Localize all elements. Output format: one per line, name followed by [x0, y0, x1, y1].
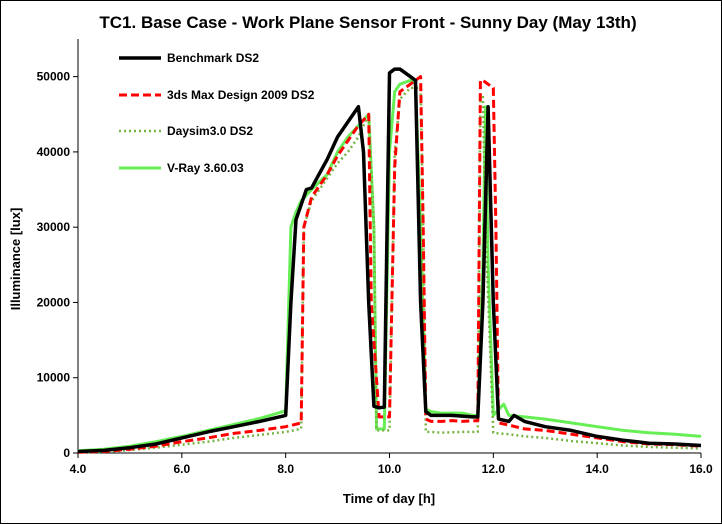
y-tick-label: 50000: [37, 70, 71, 84]
series-line-v-ray-3-60-03: [77, 78, 702, 453]
x-tick-label: 4.0: [70, 462, 87, 476]
x-tick-label: 12.0: [482, 462, 506, 476]
series-line-3ds-max-design-2009-ds2: [77, 75, 702, 454]
y-tick-label: 20000: [37, 295, 71, 309]
x-tick-label: 16.0: [689, 462, 713, 476]
x-tick-label: 6.0: [173, 462, 190, 476]
legend-label: V-Ray 3.60.03: [167, 161, 244, 175]
series-line-benchmark-ds2: [77, 67, 702, 454]
legend-label: 3ds Max Design 2009 DS2: [167, 88, 315, 102]
x-tick-label: 8.0: [277, 462, 294, 476]
chart-title: TC1. Base Case - Work Plane Sensor Front…: [99, 13, 636, 32]
axes: 0 10000 20000 30000 40000 50000 4.0 6.0 8.0 10.0 1…: [37, 39, 713, 476]
legend-label: Benchmark DS2: [167, 51, 259, 65]
series-lines: [77, 67, 702, 454]
y-tick-label: 30000: [37, 220, 71, 234]
x-tick-label: 10.0: [378, 462, 402, 476]
y-tick-label: 0: [63, 446, 70, 460]
x-tick-label: 14.0: [585, 462, 609, 476]
y-tick-label: 40000: [37, 145, 71, 159]
series-line-daysim3-0-ds2: [77, 86, 702, 454]
y-axis-label: Illuminance [lux]: [8, 208, 23, 311]
y-tick-label: 10000: [37, 371, 71, 385]
legend-label: Daysim3.0 DS2: [167, 124, 253, 138]
legend: Benchmark DS2 3ds Max Design 2009 DS2 Days…: [119, 51, 315, 175]
x-axis-label: Time of day [h]: [343, 491, 435, 506]
